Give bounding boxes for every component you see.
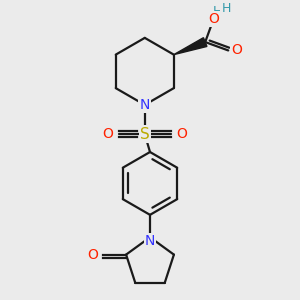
Text: O: O bbox=[103, 127, 114, 141]
Text: O: O bbox=[87, 248, 98, 262]
Polygon shape bbox=[174, 38, 207, 55]
Text: O: O bbox=[231, 44, 242, 57]
Text: N: N bbox=[140, 98, 150, 112]
Text: S: S bbox=[140, 127, 150, 142]
Text: O: O bbox=[208, 12, 219, 26]
Text: N: N bbox=[145, 234, 155, 248]
Text: H: H bbox=[221, 2, 231, 15]
Text: H: H bbox=[213, 5, 223, 18]
Text: O: O bbox=[176, 127, 187, 141]
